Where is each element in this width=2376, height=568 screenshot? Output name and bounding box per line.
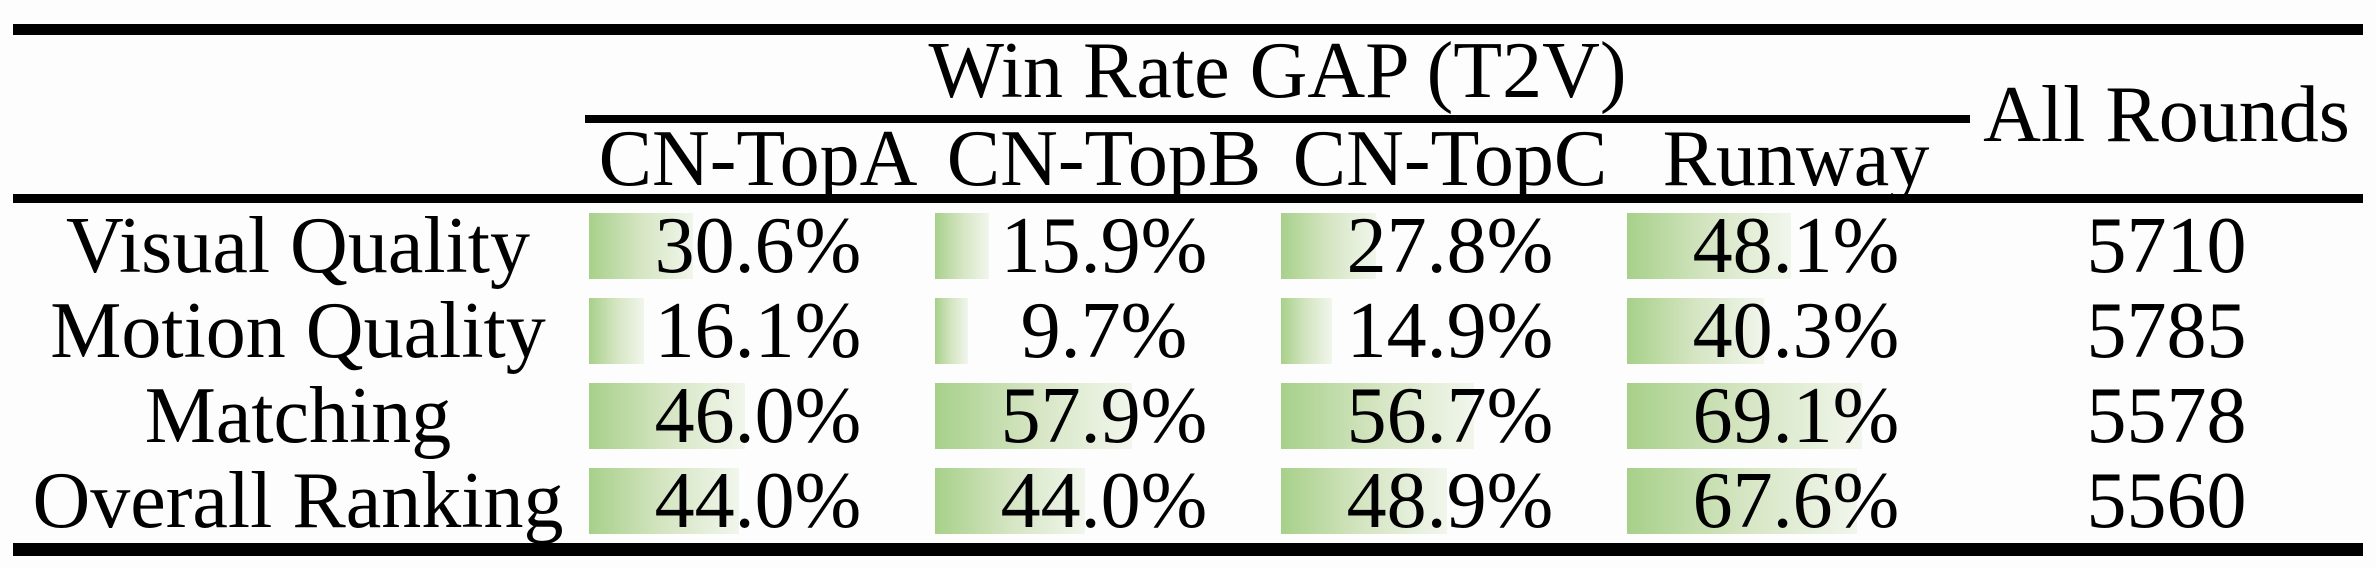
win-rate-value: 16.1%	[654, 286, 862, 375]
win-rate-bar	[1281, 212, 1376, 279]
win-rate-bar	[589, 212, 694, 279]
all-rounds-cell: 5785	[2086, 286, 2247, 375]
win-rate-bar	[589, 297, 644, 364]
win-rate-bar	[935, 297, 968, 364]
win-rate-cell: 46.0%	[585, 373, 931, 458]
win-rate-cell: 16.1%	[585, 288, 931, 373]
win-rate-cell: 40.3%	[1623, 288, 1969, 373]
win-rate-value: 57.9%	[1000, 371, 1208, 460]
win-rate-bar	[1281, 467, 1448, 534]
win-rate-value: 44.0%	[1000, 456, 1208, 545]
row-label-visual-quality: Visual Quality	[65, 201, 531, 290]
win-rate-cell: 30.6%	[585, 203, 931, 288]
bottom-rule	[13, 543, 2363, 556]
win-rate-cell: 27.8%	[1277, 203, 1623, 288]
win-rate-cell: 56.7%	[1277, 373, 1623, 458]
win-rate-bar	[1627, 212, 1791, 279]
win-rate-value: 15.9%	[1000, 201, 1208, 290]
column-header-runway: Runway	[1662, 114, 1930, 203]
win-rate-value: 48.1%	[1692, 201, 1900, 290]
win-rate-value: 48.9%	[1346, 456, 1554, 545]
row-label-overall-ranking: Overall Ranking	[32, 456, 564, 545]
header-body-separator-rule	[13, 194, 2363, 203]
all-rounds-cell: 5710	[2086, 201, 2247, 290]
win-rate-value: 44.0%	[654, 456, 862, 545]
win-rate-bar	[1627, 297, 1765, 364]
row-label-matching: Matching	[144, 371, 452, 460]
win-rate-bar	[935, 467, 1085, 534]
win-rate-bar	[1627, 382, 1862, 449]
win-rate-cell: 14.9%	[1277, 288, 1623, 373]
row-label-motion-quality: Motion Quality	[50, 286, 546, 375]
group-header-title: Win Rate GAP (T2V)	[928, 27, 1627, 115]
win-rate-value: 14.9%	[1346, 286, 1554, 375]
win-rate-bar	[935, 382, 1132, 449]
all-rounds-cell: 5578	[2086, 371, 2247, 460]
win-rate-bar	[1627, 467, 1857, 534]
win-rate-value: 67.6%	[1692, 456, 1900, 545]
win-rate-cell: 15.9%	[931, 203, 1277, 288]
win-rate-value: 27.8%	[1346, 201, 1554, 290]
win-rate-cell: 9.7%	[931, 288, 1277, 373]
win-rate-bar	[935, 212, 990, 279]
win-rate-cell: 67.6%	[1623, 458, 1969, 543]
win-rate-value: 40.3%	[1692, 286, 1900, 375]
win-rate-bar	[1281, 382, 1474, 449]
column-header-cn-topa: CN-TopA	[598, 114, 918, 203]
column-header-cn-topc: CN-TopC	[1292, 114, 1608, 203]
win-rate-bar	[1281, 297, 1332, 364]
win-rate-cell: 48.9%	[1277, 458, 1623, 543]
win-rate-value: 30.6%	[654, 201, 862, 290]
win-rate-cell: 57.9%	[931, 373, 1277, 458]
win-rate-value: 46.0%	[654, 371, 862, 460]
win-rate-cell: 44.0%	[585, 458, 931, 543]
win-rate-value: 56.7%	[1346, 371, 1554, 460]
win-rate-cell: 44.0%	[931, 458, 1277, 543]
win-rate-cell: 48.1%	[1623, 203, 1969, 288]
win-rate-bar	[589, 467, 739, 534]
win-rate-bar	[589, 382, 746, 449]
win-rate-value: 9.7%	[1020, 286, 1188, 375]
all-rounds-column-header: All Rounds	[1983, 70, 2350, 159]
group-header-underline-rule	[585, 115, 1970, 123]
all-rounds-cell: 5560	[2086, 456, 2247, 545]
column-header-cn-topb: CN-TopB	[946, 114, 1262, 203]
win-rate-value: 69.1%	[1692, 371, 1900, 460]
win-rate-cell: 69.1%	[1623, 373, 1969, 458]
top-rule	[13, 24, 2363, 35]
